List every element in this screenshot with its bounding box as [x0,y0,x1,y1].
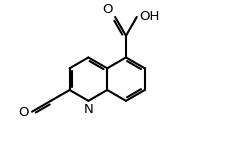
Text: OH: OH [138,10,158,24]
Text: N: N [83,103,93,116]
Text: O: O [18,106,29,119]
Text: O: O [102,3,113,16]
